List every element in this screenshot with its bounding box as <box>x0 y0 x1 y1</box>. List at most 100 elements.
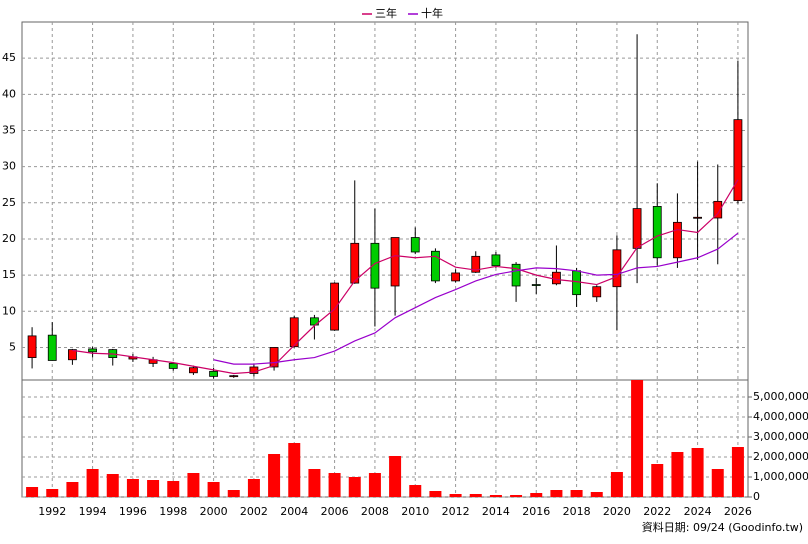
y-tick-label: 40 <box>2 87 16 100</box>
y2-tick-label: 1,000,000 <box>753 470 808 483</box>
candle-body <box>693 216 702 219</box>
volume-bar <box>510 495 523 497</box>
x-tick-label: 2008 <box>361 505 389 518</box>
x-tick-label: 1992 <box>38 505 66 518</box>
price-frame <box>21 21 749 381</box>
volume-bar <box>368 473 381 497</box>
volume-bar <box>590 492 603 497</box>
volume-bar <box>308 469 321 497</box>
y-tick-label: 15 <box>2 268 16 281</box>
volume-bar <box>570 490 583 497</box>
volume-bar <box>489 495 502 497</box>
candle-body <box>572 270 581 296</box>
volume-bar <box>26 487 39 497</box>
volume-bar <box>530 493 543 497</box>
volume-bar <box>631 380 644 497</box>
volume-bar <box>469 494 482 497</box>
y2-tick-label: 4,000,000 <box>753 410 808 423</box>
y-tick-label: 30 <box>2 160 16 173</box>
y2-tick-label: 0 <box>753 490 760 503</box>
candle-body <box>88 348 97 353</box>
legend-label: 三年 <box>375 6 397 20</box>
volume-bar <box>671 452 684 497</box>
candle-body <box>733 119 743 202</box>
volume-bar <box>86 469 99 497</box>
candle-body <box>632 208 642 249</box>
volume-bar <box>731 447 744 497</box>
volume-bar <box>227 490 240 497</box>
x-tick-label: 2020 <box>603 505 631 518</box>
volume-bar <box>288 443 301 497</box>
candle-body <box>673 221 682 259</box>
volume-bar <box>449 494 462 497</box>
x-tick-label: 2014 <box>482 505 510 518</box>
x-tick-label: 2024 <box>684 505 712 518</box>
candle-body <box>592 286 602 298</box>
volume-bar <box>66 482 79 497</box>
x-tick-label: 2000 <box>200 505 228 518</box>
volume-bar <box>328 473 341 497</box>
y-tick-label: 45 <box>2 51 16 64</box>
y-tick-label: 20 <box>2 232 16 245</box>
x-tick-label: 2018 <box>563 505 591 518</box>
x-tick-label: 2012 <box>442 505 470 518</box>
x-tick-label: 2022 <box>643 505 671 518</box>
y-tick-label: 5 <box>9 340 16 353</box>
volume-bar <box>247 479 260 497</box>
candle-body <box>552 271 561 285</box>
x-tick-label: 2004 <box>280 505 308 518</box>
candle-body <box>531 284 541 286</box>
x-tick-label: 1996 <box>119 505 147 518</box>
volume-bar <box>106 474 119 497</box>
candle-body <box>229 375 239 378</box>
volume-bar <box>409 485 422 497</box>
candle-body <box>471 255 481 273</box>
volume-bar <box>46 489 59 497</box>
candle-body <box>27 335 37 358</box>
volume-bar <box>207 482 220 497</box>
y2-tick-label: 5,000,000 <box>753 390 808 403</box>
legend-label: 十年 <box>421 6 443 20</box>
candle-body <box>289 317 299 348</box>
x-tick-label: 1994 <box>79 505 107 518</box>
ma-line <box>213 232 739 365</box>
volume-bar <box>126 479 139 497</box>
y2-tick-label: 3,000,000 <box>753 430 808 443</box>
candle-body <box>410 237 420 253</box>
candle-body <box>269 347 279 368</box>
candle-body <box>491 254 501 267</box>
candle-body <box>431 250 440 282</box>
x-tick-label: 1998 <box>159 505 187 518</box>
candle-body <box>713 200 723 219</box>
candle-body <box>390 237 400 287</box>
x-tick-label: 2026 <box>724 505 752 518</box>
volume-bar <box>691 448 704 497</box>
volume-bar <box>147 480 160 497</box>
candle-body <box>209 370 218 377</box>
candle-body <box>68 349 77 361</box>
ma-line <box>72 179 739 375</box>
volume-bar <box>429 491 442 497</box>
candle-body <box>370 242 380 289</box>
volume-bar <box>651 464 664 497</box>
x-tick-label: 2016 <box>522 505 550 518</box>
y-tick-label: 10 <box>2 304 16 317</box>
candle-body <box>47 334 57 361</box>
y2-tick-label: 2,000,000 <box>753 450 808 463</box>
volume-bar <box>348 477 361 497</box>
y-tick-label: 25 <box>2 196 16 209</box>
x-tick-label: 2006 <box>321 505 349 518</box>
candle-body <box>189 367 198 374</box>
candle-body <box>330 282 339 331</box>
y-tick-label: 35 <box>2 123 16 136</box>
volume-bar <box>711 469 724 497</box>
volume-bar <box>167 481 180 497</box>
legend: 三年 十年 <box>362 6 443 20</box>
candle-body <box>511 263 521 287</box>
volume-bar <box>187 473 200 497</box>
candle-body <box>612 249 622 288</box>
candle-body <box>652 206 662 259</box>
source: 資料日期: 09/24 (Goodinfo.tw) <box>642 520 803 534</box>
volume-bar <box>389 456 402 497</box>
